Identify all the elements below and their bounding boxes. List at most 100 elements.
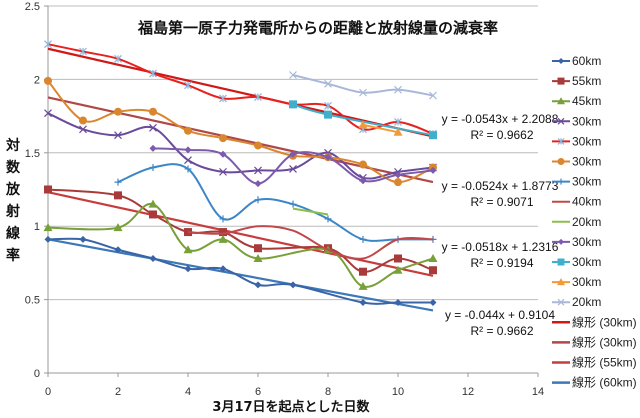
data-point (183, 245, 193, 254)
legend-label: 30km (572, 134, 601, 148)
legend-item: 線形 (55km) (552, 355, 637, 370)
data-point (359, 160, 367, 169)
legend-label: 55km (572, 74, 601, 88)
series-20km (289, 71, 437, 100)
data-point (394, 85, 402, 94)
data-point (254, 93, 262, 101)
series-45km (43, 199, 438, 290)
data-point (324, 215, 332, 223)
legend-label: 30km (572, 114, 601, 128)
x-tick-label: 6 (255, 386, 261, 398)
data-point (254, 244, 262, 253)
data-point (394, 171, 402, 179)
trendline-equation: y = -0.0518x + 1.2316 (442, 240, 559, 254)
x-tick-label: 14 (532, 386, 544, 398)
series-40km (187, 225, 434, 260)
legend-label: 30km (572, 175, 601, 189)
legend-label: 20km (572, 295, 601, 309)
legend-label: 30km (572, 275, 601, 289)
data-point (253, 253, 263, 262)
legend-label: 60km (572, 54, 601, 68)
data-point (429, 166, 437, 174)
data-point (289, 100, 297, 109)
legend-item: 40km (552, 195, 601, 209)
data-point (149, 210, 157, 219)
y-tick-label: 1 (34, 221, 40, 233)
data-point (149, 144, 157, 152)
series-20km (292, 207, 329, 216)
data-point (114, 246, 122, 254)
data-point (44, 109, 52, 118)
series-line (47, 80, 434, 184)
legend-item: 30km (552, 255, 601, 269)
legend-label: 線形 (55km) (572, 355, 637, 370)
data-point (254, 281, 262, 289)
data-point (114, 107, 122, 116)
data-point (254, 141, 262, 150)
legend-label: 45km (572, 94, 601, 108)
data-point (114, 191, 122, 200)
trendline-equations: y = -0.0543x + 2.2088 R² = 0.9662 y = -0.0… (442, 112, 559, 338)
legend-label: 30km (572, 235, 601, 249)
trendline (47, 96, 434, 184)
series-line (47, 43, 434, 135)
y-tick-label: 0.5 (25, 295, 40, 307)
data-point (219, 94, 227, 103)
legend-item: 30km (552, 275, 601, 289)
legend-label: 線形 (60km) (572, 375, 637, 390)
y-axis-label-char: 対 (5, 137, 20, 154)
series-line (117, 163, 433, 242)
y-tick-label: 0 (34, 368, 40, 380)
data-point (44, 235, 52, 243)
data-point (558, 178, 564, 185)
legend-label: 40km (572, 195, 601, 209)
data-point (394, 118, 402, 126)
legend-item: 線形 (30km) (552, 334, 637, 349)
data-point (114, 178, 122, 186)
data-point (149, 254, 157, 262)
trendline-equation: y = -0.0543x + 2.2088 (442, 112, 559, 126)
series-30km (358, 120, 403, 136)
legend-item: 30km (552, 114, 601, 128)
y-tick-label: 2 (34, 74, 40, 86)
data-point (184, 156, 192, 165)
trendline (47, 47, 434, 138)
data-point (358, 281, 368, 290)
data-point (429, 266, 437, 275)
data-point (394, 178, 402, 187)
y-axis-label-char: 数 (6, 159, 21, 176)
series-line (187, 225, 434, 260)
data-point (393, 265, 403, 274)
data-point (359, 88, 367, 97)
data-point (44, 40, 52, 49)
data-point (219, 215, 227, 223)
data-point (114, 54, 122, 63)
data-point (557, 117, 565, 125)
data-point (289, 150, 297, 158)
chart-title: 福島第一原子力発電所からの距離と放射線量の減衰率 (137, 19, 498, 37)
data-point (359, 267, 367, 276)
series-60km (44, 235, 437, 307)
data-point (148, 199, 158, 208)
series-30km (114, 163, 437, 243)
series-line (292, 207, 329, 216)
data-point (79, 116, 87, 125)
data-point (184, 126, 192, 135)
x-tick-label: 4 (185, 386, 191, 398)
legend-item: 45km (552, 94, 601, 108)
data-point (324, 101, 332, 110)
data-point (43, 223, 53, 232)
data-point (79, 125, 87, 134)
data-point (113, 223, 123, 232)
data-point (558, 58, 564, 64)
trendline-equation: y = -0.044x + 0.9104 (445, 308, 555, 322)
data-point (324, 110, 332, 119)
trendline-r2: R² = 0.9662 (470, 324, 533, 338)
series-30km (44, 76, 437, 187)
data-point (359, 235, 367, 243)
data-point (79, 47, 87, 56)
data-point (114, 131, 122, 140)
legend-item: 30km (552, 175, 601, 189)
legend-item: 55km (552, 74, 601, 88)
